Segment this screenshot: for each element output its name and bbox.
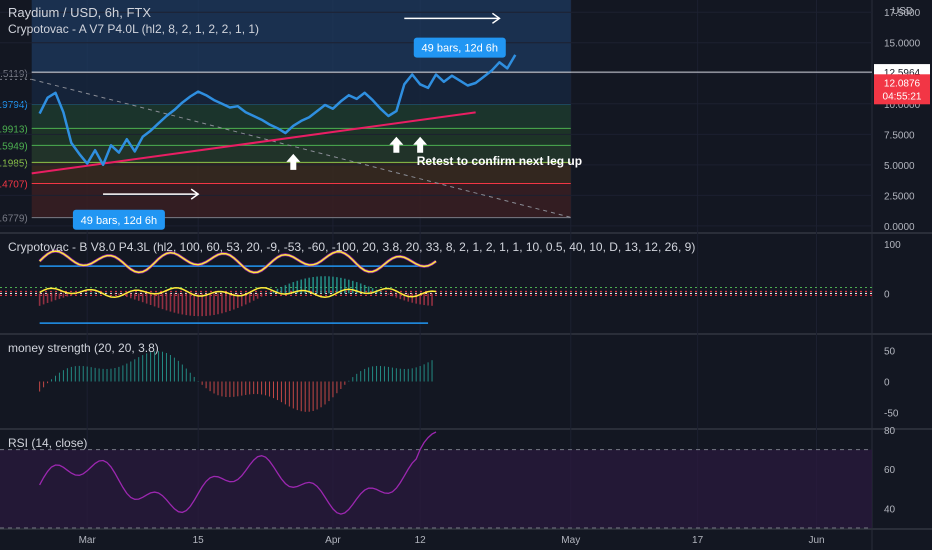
support-trendline: [31, 111, 476, 175]
price-label-horizontal: 12.5964: [884, 68, 921, 79]
rsi-axis-tick: 40: [884, 504, 896, 515]
price-axis-tick: 5.0000: [884, 161, 915, 172]
callout-text: Retest to confirm next leg up: [417, 154, 582, 168]
right-arrow-head: [491, 12, 501, 24]
fib-level-label: 0.786(9.9794): [0, 100, 28, 111]
time-axis-tick: 17: [692, 535, 704, 546]
fib-level-label: 0.382(5.1985): [0, 158, 28, 169]
time-axis-tick: Apr: [325, 535, 341, 546]
fib-level-label: 1(12.5119): [0, 69, 28, 80]
measure-label-box: [72, 209, 165, 230]
price-axis-tick: 7.5000: [884, 130, 915, 141]
time-axis-tick: 12: [415, 535, 427, 546]
fib-level-label: 0(0.6779): [0, 214, 28, 225]
rsi-legend[interactable]: RSI (14, close): [8, 436, 88, 450]
currency-label: USD: [892, 6, 913, 17]
price-axis-tick: 15.0000: [884, 39, 921, 50]
measure-label: 49 bars, 12d 6h: [81, 215, 157, 227]
money-strength-legend[interactable]: money strength (20, 20, 3.8): [8, 341, 159, 355]
rsi-axis-tick: 60: [884, 465, 896, 476]
indicator-b-legend[interactable]: Crypotovac - B V8.0 P4.3L (hl2, 100, 60,…: [8, 240, 696, 254]
up-arrow-icon: [389, 136, 404, 153]
fib-zone: [31, 145, 571, 163]
countdown-label: 04:55:21: [883, 91, 922, 102]
fib-level-label: 0.618(7.9913): [0, 124, 28, 135]
time-axis-tick: Mar: [79, 535, 97, 546]
last-price-box: [874, 74, 930, 105]
fib-zone: [31, 162, 571, 184]
rsi-band-fill: [0, 449, 872, 528]
money-strength-axis-tick: -50: [884, 409, 899, 420]
price-axis-tick: 0.0000: [884, 222, 915, 233]
price-series-line: [38, 54, 517, 167]
price-axis-tick: 2.5000: [884, 191, 915, 202]
money-strength-axis-tick: 50: [884, 347, 896, 358]
chart-title: Raydium / USD, 6h, FTX: [8, 5, 152, 20]
indicator-a-legend[interactable]: Crypotovac - A V7 P4.0L (hl2, 8, 2, 1, 2…: [8, 22, 260, 36]
fib-level-label: 0.5(6.5949): [0, 141, 28, 152]
rsi-axis-tick: 80: [884, 426, 896, 437]
money-strength-axis-tick: 0: [884, 378, 890, 389]
measure-label-box: [413, 37, 506, 58]
up-arrow-icon: [413, 136, 428, 153]
fib-zone: [31, 73, 571, 105]
price-axis-tick: 10.0000: [884, 100, 921, 111]
rsi-line: [39, 431, 437, 515]
time-axis-tick: Jun: [808, 535, 824, 546]
time-axis-tick: 15: [193, 535, 205, 546]
fib-level-label: 0.236(3.4707): [0, 180, 28, 191]
up-arrow-icon: [286, 153, 301, 170]
measure-label: 49 bars, 12d 6h: [422, 43, 498, 55]
osc-yellow-line-upper: [39, 250, 437, 274]
osc-axis-tick: 100: [884, 240, 901, 251]
fib-zone: [31, 104, 571, 129]
time-axis-tick: May: [561, 535, 580, 546]
money-strength-histogram: [39, 351, 433, 412]
price-axis-tick: 17.5000: [884, 8, 921, 19]
right-arrow-head: [190, 188, 200, 200]
osc-axis-tick: 0: [884, 289, 890, 300]
osc-yellow-line-lower: [39, 286, 437, 299]
last-price-label: 12.0876: [884, 78, 921, 89]
